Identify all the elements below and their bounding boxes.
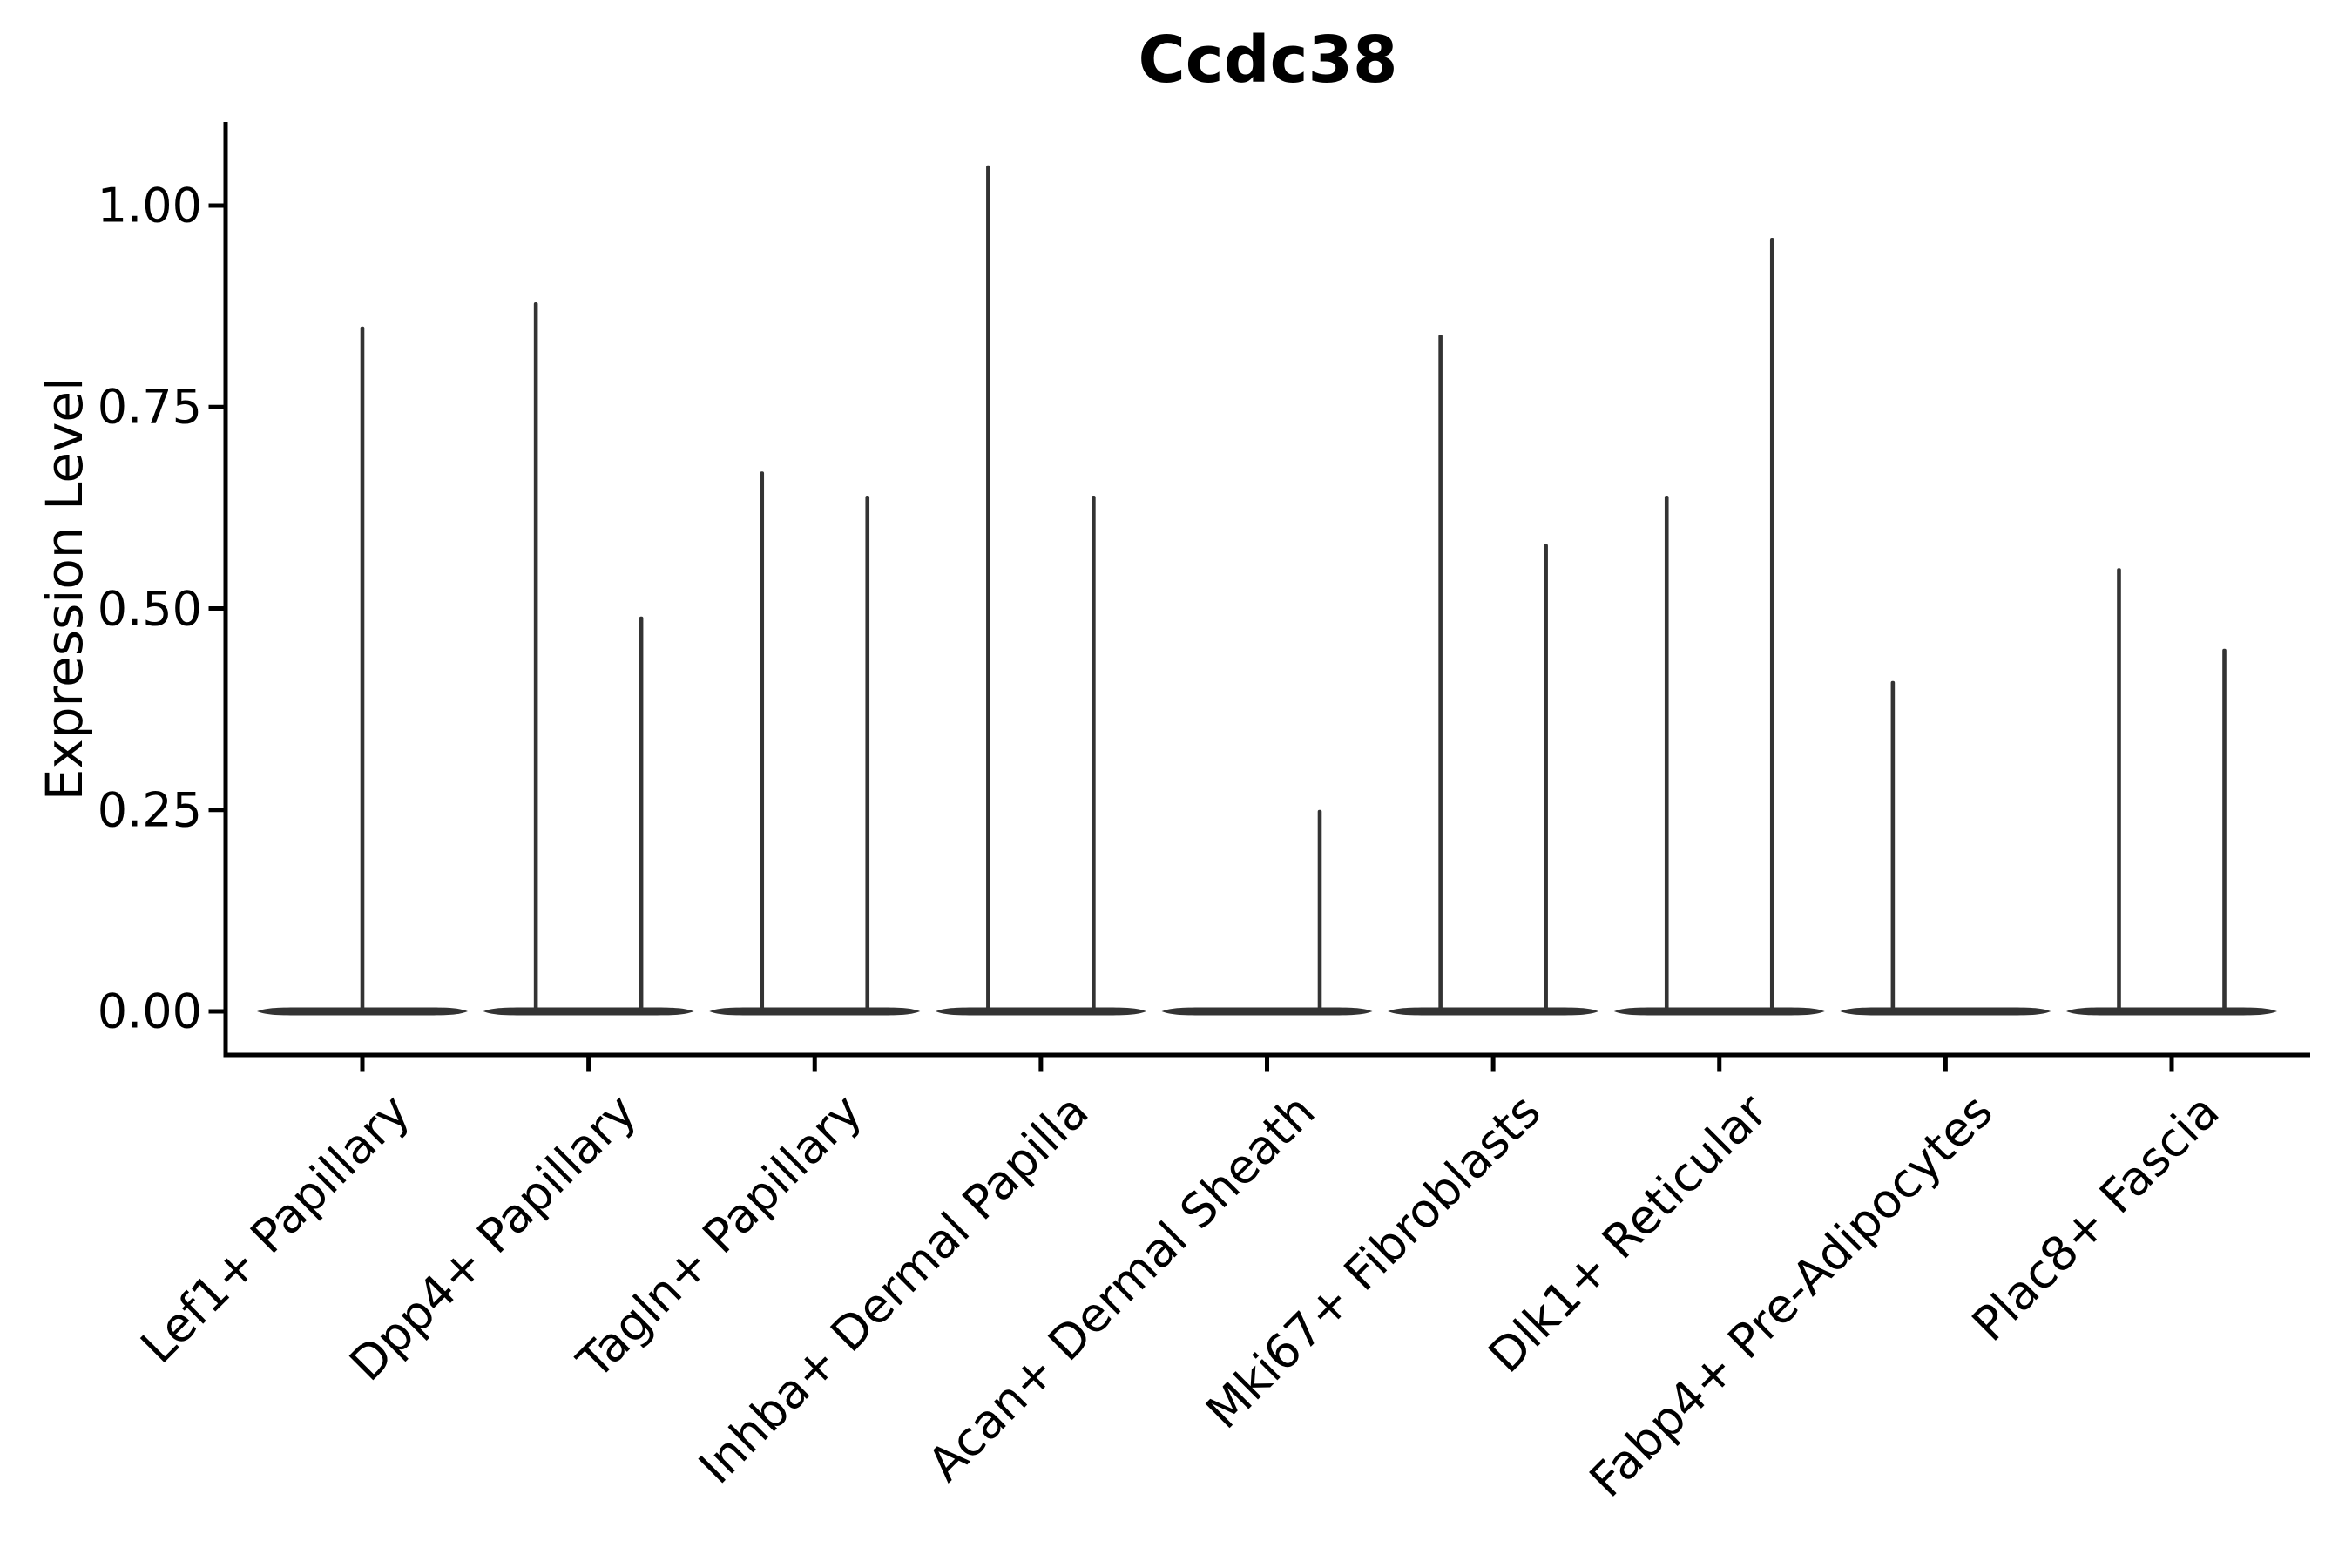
x-tick	[1490, 1057, 1496, 1072]
x-tick	[1943, 1057, 1948, 1072]
y-tick	[208, 808, 224, 813]
y-tick	[208, 606, 224, 611]
y-tick-label: 0.00	[97, 983, 202, 1039]
y-tick	[208, 1009, 224, 1014]
violin-body	[2066, 1007, 2277, 1016]
violin-body	[1840, 1007, 2051, 1016]
expression-spike	[639, 616, 644, 1011]
expression-spike	[1092, 496, 1096, 1011]
expression-spike	[360, 326, 365, 1011]
expression-spike	[760, 471, 765, 1011]
expression-spike	[1317, 809, 1322, 1011]
y-tick	[208, 203, 224, 208]
x-axis-line	[223, 1052, 2310, 1058]
expression-spike	[1544, 544, 1548, 1011]
expression-spike	[1438, 335, 1443, 1011]
y-tick	[208, 404, 224, 409]
x-tick	[1717, 1057, 1722, 1072]
violin-body	[483, 1007, 694, 1016]
x-tick	[1265, 1057, 1269, 1072]
x-tick	[812, 1057, 817, 1072]
expression-spike	[2117, 568, 2121, 1011]
expression-spike	[1664, 496, 1669, 1011]
violin-body	[1161, 1007, 1373, 1016]
violin-body	[1613, 1007, 1825, 1016]
x-tick	[586, 1057, 591, 1072]
expression-spike	[1769, 238, 1774, 1011]
y-tick-label: 1.00	[97, 178, 202, 233]
y-tick-label: 0.25	[97, 782, 202, 838]
violin-body	[709, 1007, 921, 1016]
expression-spike	[1890, 680, 1896, 1011]
violin-body	[935, 1007, 1146, 1016]
violin-body	[1388, 1007, 1599, 1016]
x-tick	[360, 1057, 365, 1072]
expression-spike	[2222, 648, 2227, 1011]
chart-title: Ccdc38	[1138, 23, 1398, 98]
expression-spike	[986, 165, 990, 1011]
expression-spike	[865, 496, 870, 1011]
y-tick-label: 0.50	[97, 581, 202, 636]
x-tick	[2169, 1057, 2174, 1072]
expression-spike	[533, 302, 538, 1011]
y-tick-label: 0.75	[97, 379, 202, 435]
y-axis-line	[223, 122, 228, 1058]
x-tick	[1038, 1057, 1044, 1072]
